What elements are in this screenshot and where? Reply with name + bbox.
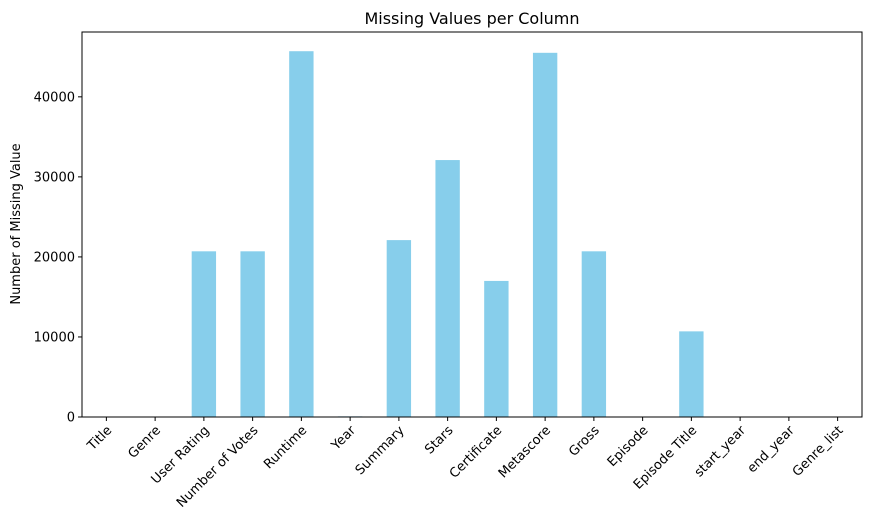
bars-group [191,51,704,417]
y-tick-label: 0 [67,411,75,426]
chart-title: Missing Values per Column [364,9,579,28]
bar-stars [435,160,460,417]
plot-frame [81,31,863,418]
bar-episode-title [679,331,704,417]
x-tick-label: Runtime [261,423,310,472]
bar-metascore [532,52,558,417]
x-tick-label: Number of Votes [174,423,262,511]
y-tick-label: 30000 [34,170,75,185]
x-tick-label: Genre_list [790,423,847,480]
x-tick-label: start_year [692,423,750,481]
x-tick-label: Metascore [496,423,554,481]
x-tick-label: Title [84,423,115,454]
x-tick-label: Genre [126,423,164,461]
bar-number-of-votes [240,251,265,417]
bar-gross [581,251,607,417]
x-tick-label: Year [328,423,359,454]
y-axis: 0 10000 20000 30000 40000 [34,90,82,426]
x-tick-label: Certificate [447,423,505,481]
bar-runtime [289,51,314,417]
bar-certificate [484,280,509,417]
x-tick-label: Episode [605,423,652,470]
y-tick-label: 40000 [34,90,75,105]
x-tick-label: Summary [353,423,408,478]
bar-summary [386,240,412,417]
x-tick-label: Stars [422,423,456,457]
bar-user-rating [191,251,217,417]
y-tick-label: 10000 [34,330,75,345]
y-tick-label: 20000 [34,250,75,265]
x-tick-label: Gross [566,423,603,460]
y-axis-label: Number of Missing Value [9,143,24,304]
